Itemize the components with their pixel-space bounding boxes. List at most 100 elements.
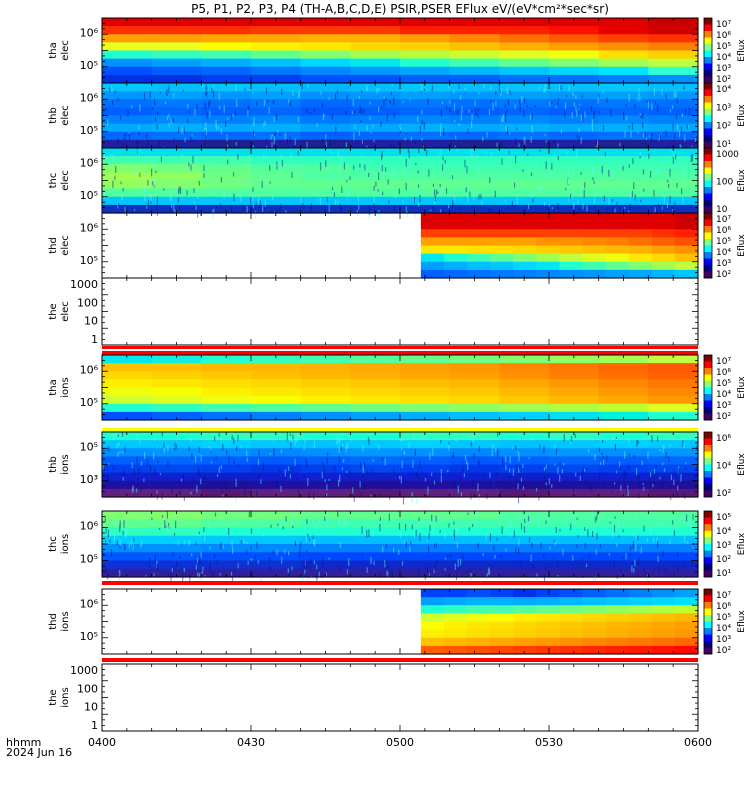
heatmap-cell — [513, 253, 537, 263]
noise-streak — [145, 156, 147, 163]
noise-streak — [135, 488, 138, 493]
noise-streak — [670, 474, 672, 481]
noise-streak — [331, 114, 333, 120]
noise-streak — [417, 170, 419, 174]
noise-streak — [271, 141, 273, 149]
time-tick-label: 0400 — [88, 736, 116, 749]
heatmap-cell — [449, 131, 500, 141]
y-tick-label: 10 — [84, 701, 98, 714]
heatmap-cell — [449, 355, 500, 364]
noise-streak — [294, 484, 296, 490]
heatmap-cell — [300, 387, 351, 397]
heatmap-cell — [300, 363, 351, 372]
noise-streak — [386, 570, 388, 579]
colorbar-tick-label: 10² — [716, 412, 731, 422]
noise-streak — [136, 435, 138, 440]
noise-streak — [592, 531, 594, 537]
noise-streak — [628, 453, 630, 456]
heatmap-cell — [490, 621, 514, 631]
heatmap-cell — [449, 480, 500, 490]
heatmap-cell — [648, 379, 699, 389]
heatmap-cell — [499, 99, 550, 108]
noise-streak — [168, 85, 170, 94]
noise-streak — [422, 173, 424, 179]
noise-streak — [478, 194, 480, 200]
noise-streak — [543, 467, 546, 471]
noise-streak — [576, 135, 578, 139]
noise-streak — [619, 206, 621, 214]
colorbar-tick-label: 10⁶ — [716, 434, 731, 444]
noise-streak — [598, 447, 600, 452]
noise-streak — [122, 530, 124, 536]
colorbar-tick-label: 10⁴ — [716, 462, 731, 472]
heatmap-cell — [549, 519, 600, 529]
noise-streak — [457, 568, 459, 571]
noise-streak — [199, 470, 201, 477]
heatmap-cell — [201, 379, 252, 389]
heatmap-cell — [201, 456, 252, 466]
colorbar-tick-label: 1000 — [716, 150, 739, 160]
noise-streak — [378, 172, 380, 180]
noise-streak — [421, 138, 423, 141]
heatmap-cell — [582, 253, 607, 263]
heatmap-cell — [400, 387, 451, 397]
colorbar-segment — [704, 615, 712, 622]
noise-streak — [563, 433, 565, 442]
heatmap-cell — [499, 83, 550, 92]
noise-streak — [172, 118, 174, 125]
heatmap-cell — [559, 605, 584, 614]
heatmap-cell — [499, 379, 550, 389]
noise-streak — [538, 497, 540, 501]
noise-streak — [643, 487, 645, 491]
heatmap-cell — [151, 196, 202, 206]
noise-streak — [415, 162, 417, 166]
colorbar-tick-label: 10⁷ — [716, 357, 731, 367]
heatmap-cell — [151, 387, 202, 397]
noise-streak — [530, 436, 532, 441]
noise-streak — [582, 114, 584, 122]
noise-streak — [347, 189, 349, 198]
noise-streak — [523, 136, 525, 141]
noise-streak — [416, 189, 418, 194]
noise-streak — [178, 205, 181, 211]
noise-streak — [498, 432, 501, 440]
y-tick-label: 10⁵ — [80, 124, 98, 137]
colorbar-segment — [704, 484, 712, 491]
noise-streak — [472, 479, 474, 486]
panel-frame — [101, 277, 699, 346]
noise-streak — [454, 120, 456, 123]
heatmap-cell — [201, 464, 252, 474]
noise-streak — [270, 134, 272, 140]
noise-streak — [112, 100, 114, 105]
noise-streak — [121, 519, 123, 523]
fill-bar-gap — [102, 349, 698, 352]
heatmap-cell — [251, 560, 302, 570]
colorbar-segment — [704, 83, 712, 90]
noise-streak — [401, 561, 404, 566]
noise-streak — [432, 183, 434, 187]
noise-streak — [488, 208, 490, 215]
noise-streak — [501, 158, 503, 165]
noise-streak — [695, 435, 697, 442]
noise-streak — [684, 108, 687, 115]
heatmap-cell — [648, 99, 699, 108]
noise-streak — [499, 89, 501, 93]
noise-streak — [376, 87, 378, 94]
heatmap-cell — [350, 371, 401, 380]
noise-streak — [313, 560, 315, 565]
noise-streak — [256, 101, 258, 106]
noise-streak — [284, 469, 286, 477]
noise-streak — [139, 172, 141, 177]
noise-streak — [248, 155, 250, 163]
noise-streak — [299, 544, 301, 553]
noise-streak — [654, 207, 656, 213]
noise-streak — [239, 190, 241, 199]
noise-streak — [335, 93, 337, 100]
noise-streak — [223, 191, 225, 199]
noise-streak — [440, 130, 442, 136]
heatmap-cell — [467, 613, 491, 623]
noise-streak — [536, 185, 539, 189]
noise-streak — [215, 457, 217, 460]
noise-streak — [534, 105, 536, 108]
noise-streak — [276, 161, 278, 165]
